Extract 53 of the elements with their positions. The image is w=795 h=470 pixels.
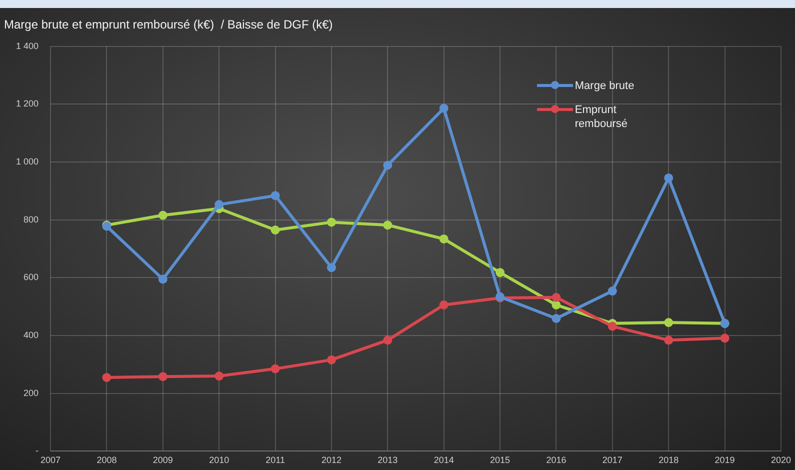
point [664,173,674,182]
point [496,268,505,278]
point [552,314,561,323]
point [552,300,561,310]
point [214,372,224,381]
x-tick-label: 2017 [602,455,622,466]
point [326,218,336,227]
point [102,372,112,382]
point [383,160,392,170]
point [439,104,448,113]
y-tick-label: 200 [23,388,39,398]
x-tick-label: 2018 [658,455,679,466]
point [158,372,168,382]
point [270,226,280,235]
point [383,336,392,345]
y-tick-label: 400 [23,330,39,340]
point [608,286,617,296]
point [608,322,617,331]
x-tick-label: 2014 [434,455,454,466]
point [552,292,561,302]
x-tick-label: 2015 [490,455,510,466]
x-tick-label: 2009 [152,455,173,466]
point [326,355,336,364]
legend-label: Marge brute [574,78,634,93]
x-tick-label: 2011 [266,455,285,466]
x-tick-label: 2012 [321,455,342,466]
x-tick-label: 2008 [96,455,117,466]
y-tick-label: - [36,446,39,456]
chart-title: Marge brute et emprunt remboursé (k€) / Baisse de DGF (k€) [4,18,333,32]
legend-label: Emprunt remboursé [574,102,628,131]
y-tick-label: 1 400 [16,40,39,51]
x-tick-label: 2019 [714,455,735,466]
y-tick-label: 800 [23,214,39,224]
y-tick-label: 1 000 [16,156,39,167]
point [158,274,168,284]
point [158,210,168,220]
x-tick-label: 2016 [546,455,566,466]
point [664,318,674,328]
point [720,334,730,343]
x-tick-label: 2007 [40,455,61,466]
point [270,364,280,374]
point [439,234,448,244]
y-tick-label: 1 200 [16,98,39,109]
point [270,191,280,200]
point [664,336,674,345]
point [326,263,336,272]
y-tick-label: 600 [23,272,39,282]
point [383,220,392,230]
point [439,300,448,310]
x-tick-label: 2010 [209,455,230,466]
point [214,200,224,210]
x-tick-label: 2020 [770,455,792,466]
x-tick-label: 2013 [378,455,398,466]
